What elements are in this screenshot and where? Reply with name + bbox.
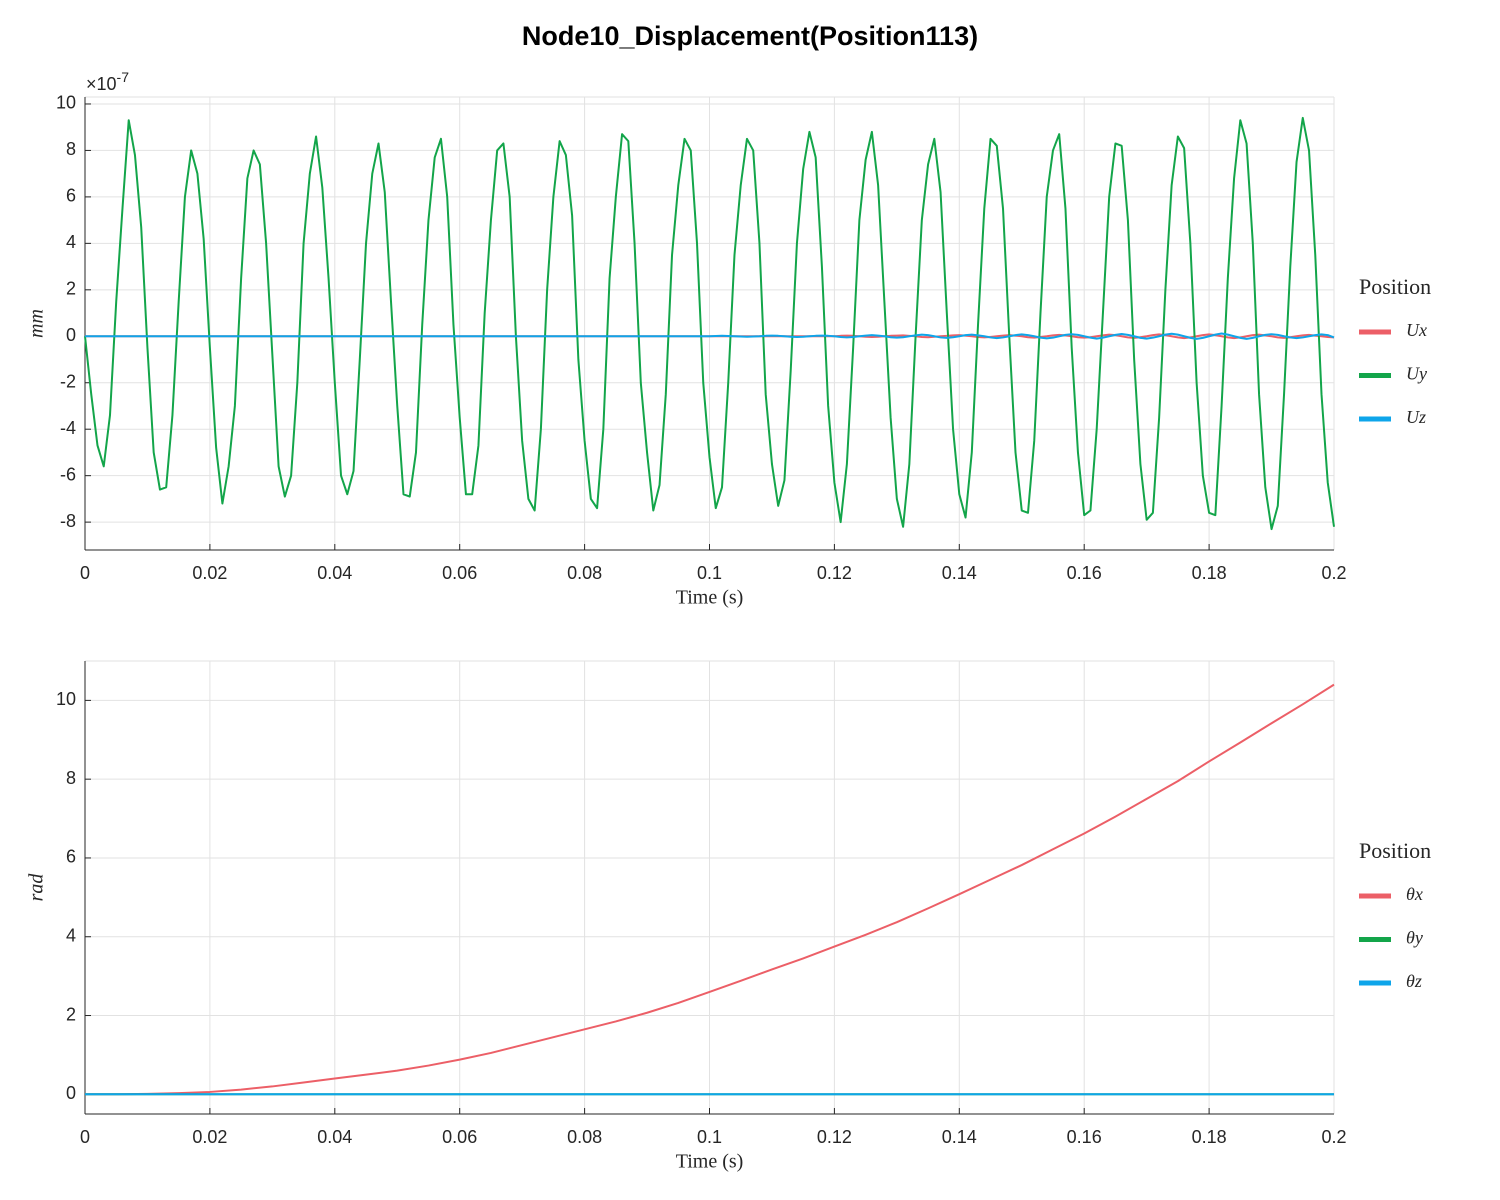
x-tick-label: 0 <box>80 563 90 583</box>
x-tick-label: 0.14 <box>942 563 977 583</box>
x-tick-label: 0.02 <box>192 1127 227 1147</box>
series-line <box>85 683 1335 1096</box>
y-axis-label: rad <box>26 873 48 902</box>
legend-label: Uy <box>1406 364 1427 384</box>
legend-label: Uz <box>1406 407 1426 427</box>
legend-label: θx <box>1406 884 1423 904</box>
x-tick-label: 0.12 <box>817 563 852 583</box>
x-tick-label: 0.06 <box>442 563 477 583</box>
x-tick-label: 0.16 <box>1067 563 1102 583</box>
y-tick-label: 10 <box>56 689 76 709</box>
y-multiplier-base: ×10 <box>86 74 117 94</box>
x-tick-label: 0.1 <box>697 1127 722 1147</box>
x-tick-label: 0.12 <box>817 1127 852 1147</box>
y-tick-label: 4 <box>66 232 76 252</box>
x-tick-label: 0.16 <box>1067 1127 1102 1147</box>
y-tick-label: 10 <box>56 93 76 113</box>
x-tick-label: 0.04 <box>317 1127 352 1147</box>
x-tick-label: 0.18 <box>1192 1127 1227 1147</box>
y-tick-label: 4 <box>66 925 76 945</box>
y-tick-label: 8 <box>66 139 76 159</box>
x-tick-label: 0 <box>80 1127 90 1147</box>
x-tick-label: 0.04 <box>317 563 352 583</box>
y-tick-label: -6 <box>60 464 76 484</box>
y-multiplier: ×10-7 <box>86 69 129 94</box>
x-axis-label: Time (s) <box>676 587 744 609</box>
x-tick-label: 0.18 <box>1192 563 1227 583</box>
series-line <box>85 332 1335 340</box>
y-tick-label: 2 <box>66 279 76 299</box>
y-tick-label: 8 <box>66 768 76 788</box>
legend-label: θz <box>1406 971 1422 991</box>
y-tick-label: 0 <box>66 1083 76 1103</box>
x-tick-label: 0.14 <box>942 1127 977 1147</box>
legend-label: θy <box>1406 928 1423 948</box>
y-tick-label: 6 <box>66 186 76 206</box>
y-tick-label: -2 <box>60 371 76 391</box>
y-multiplier-exponent: -7 <box>117 69 130 85</box>
x-tick-label: 0.2 <box>1321 1127 1346 1147</box>
y-axis-label: mm <box>26 309 48 338</box>
x-tick-label: 0.2 <box>1321 563 1346 583</box>
figure-title: Node10_Displacement(Position113) <box>522 21 978 51</box>
y-tick-label: 2 <box>66 1004 76 1024</box>
x-tick-label: 0.08 <box>567 1127 602 1147</box>
y-tick-label: 6 <box>66 847 76 867</box>
x-tick-label: 0.02 <box>192 563 227 583</box>
legend-label: Ux <box>1406 320 1427 340</box>
legend-title: Position <box>1359 838 1431 863</box>
x-tick-label: 0.06 <box>442 1127 477 1147</box>
x-axis-label: Time (s) <box>676 1151 744 1173</box>
x-tick-label: 0.08 <box>567 563 602 583</box>
series-line <box>84 116 1335 531</box>
y-tick-label: 0 <box>66 325 76 345</box>
x-tick-label: 0.1 <box>697 563 722 583</box>
y-tick-label: -4 <box>60 418 76 438</box>
legend-title: Position <box>1359 274 1431 299</box>
y-tick-label: -8 <box>60 511 76 531</box>
